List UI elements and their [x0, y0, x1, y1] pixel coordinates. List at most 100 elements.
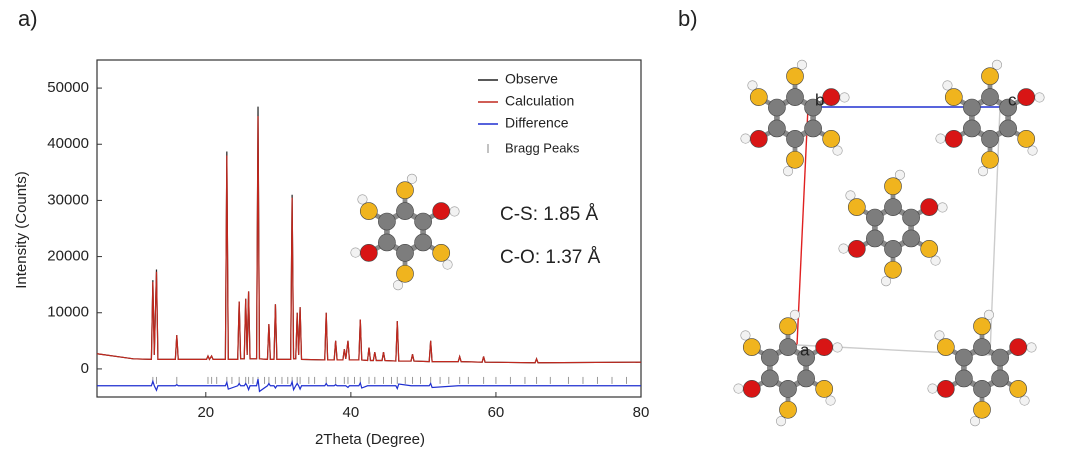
atom [981, 89, 998, 106]
atom [866, 230, 883, 247]
atom [981, 130, 998, 147]
y-tick-label: 50000 [47, 79, 89, 96]
atom [884, 178, 901, 195]
atom [779, 339, 796, 356]
atom [840, 93, 850, 103]
atom [748, 81, 758, 91]
y-axis-title: Intensity (Counts) [13, 171, 30, 289]
x-tick-label: 20 [197, 404, 214, 421]
panel-label: b) [678, 6, 698, 31]
atom [866, 209, 883, 226]
atom [761, 370, 778, 387]
atom [973, 339, 990, 356]
atom [433, 244, 450, 261]
atom [1018, 89, 1035, 106]
atom [1018, 130, 1035, 147]
annotation: C-S: 1.85 Å [500, 204, 599, 225]
atom [396, 203, 413, 220]
atom [768, 99, 785, 116]
atom [935, 331, 945, 341]
y-tick-label: 40000 [47, 135, 89, 152]
atom [378, 234, 395, 251]
atom [779, 380, 796, 397]
atom [1035, 93, 1045, 103]
atom [798, 370, 815, 387]
atom [741, 134, 751, 144]
atom [816, 380, 833, 397]
atom [846, 191, 856, 201]
atom [1020, 396, 1030, 406]
cell-axis-label: b [815, 90, 824, 109]
atom [973, 318, 990, 335]
atom [981, 68, 998, 85]
atom [360, 203, 377, 220]
atom [955, 349, 972, 366]
atom [415, 234, 432, 251]
atom [1028, 146, 1038, 156]
atom [955, 370, 972, 387]
atom [396, 244, 413, 261]
atom [396, 182, 413, 199]
atom [833, 146, 843, 156]
atom [884, 199, 901, 216]
atom [743, 339, 760, 356]
atom [848, 240, 865, 257]
atom [443, 260, 453, 270]
atom [921, 240, 938, 257]
atom [1000, 120, 1017, 137]
atom [786, 89, 803, 106]
legend-label: Calculation [505, 93, 574, 109]
atom [734, 384, 744, 394]
atom [779, 401, 796, 418]
y-tick-label: 0 [81, 360, 89, 377]
atom [884, 240, 901, 257]
figure: a) b) 2Theta (Degree) Intensity (Counts)… [0, 0, 1065, 457]
atom [351, 248, 361, 257]
atom [358, 195, 368, 205]
atom [981, 151, 998, 168]
atom [786, 151, 803, 168]
y-tick-label: 10000 [47, 304, 89, 321]
annotation: C-O: 1.37 Å [500, 247, 601, 268]
molecule-drawings [351, 60, 1044, 426]
atom [963, 120, 980, 137]
atom [945, 130, 962, 147]
x-tick-label: 80 [633, 404, 650, 421]
atom [1027, 343, 1037, 353]
legend-label: Difference [505, 115, 569, 131]
legend-label: Observe [505, 71, 558, 87]
atom [839, 244, 849, 254]
atom [938, 203, 948, 213]
atom [973, 380, 990, 397]
atom [768, 120, 785, 137]
atom [992, 370, 1009, 387]
atom [903, 209, 920, 226]
atom [750, 89, 767, 106]
atom [450, 207, 460, 217]
plot-frame [97, 60, 641, 397]
x-tick-label: 40 [343, 404, 360, 421]
atom [884, 261, 901, 278]
atom [779, 318, 796, 335]
atom [396, 265, 413, 282]
panel-label: a) [18, 6, 38, 31]
atom [936, 134, 946, 144]
atom [805, 120, 822, 137]
y-tick-label: 30000 [47, 191, 89, 208]
atom [928, 384, 938, 394]
atom [1010, 380, 1027, 397]
atom [823, 130, 840, 147]
atom [937, 380, 954, 397]
atom [786, 68, 803, 85]
atom [937, 339, 954, 356]
legend-label: Bragg Peaks [505, 140, 580, 155]
atom [433, 203, 450, 220]
atom [963, 99, 980, 116]
atom [903, 230, 920, 247]
atom [945, 89, 962, 106]
atom [360, 244, 377, 261]
atom [833, 343, 843, 353]
atom [743, 380, 760, 397]
atom [816, 339, 833, 356]
atom [741, 331, 751, 341]
